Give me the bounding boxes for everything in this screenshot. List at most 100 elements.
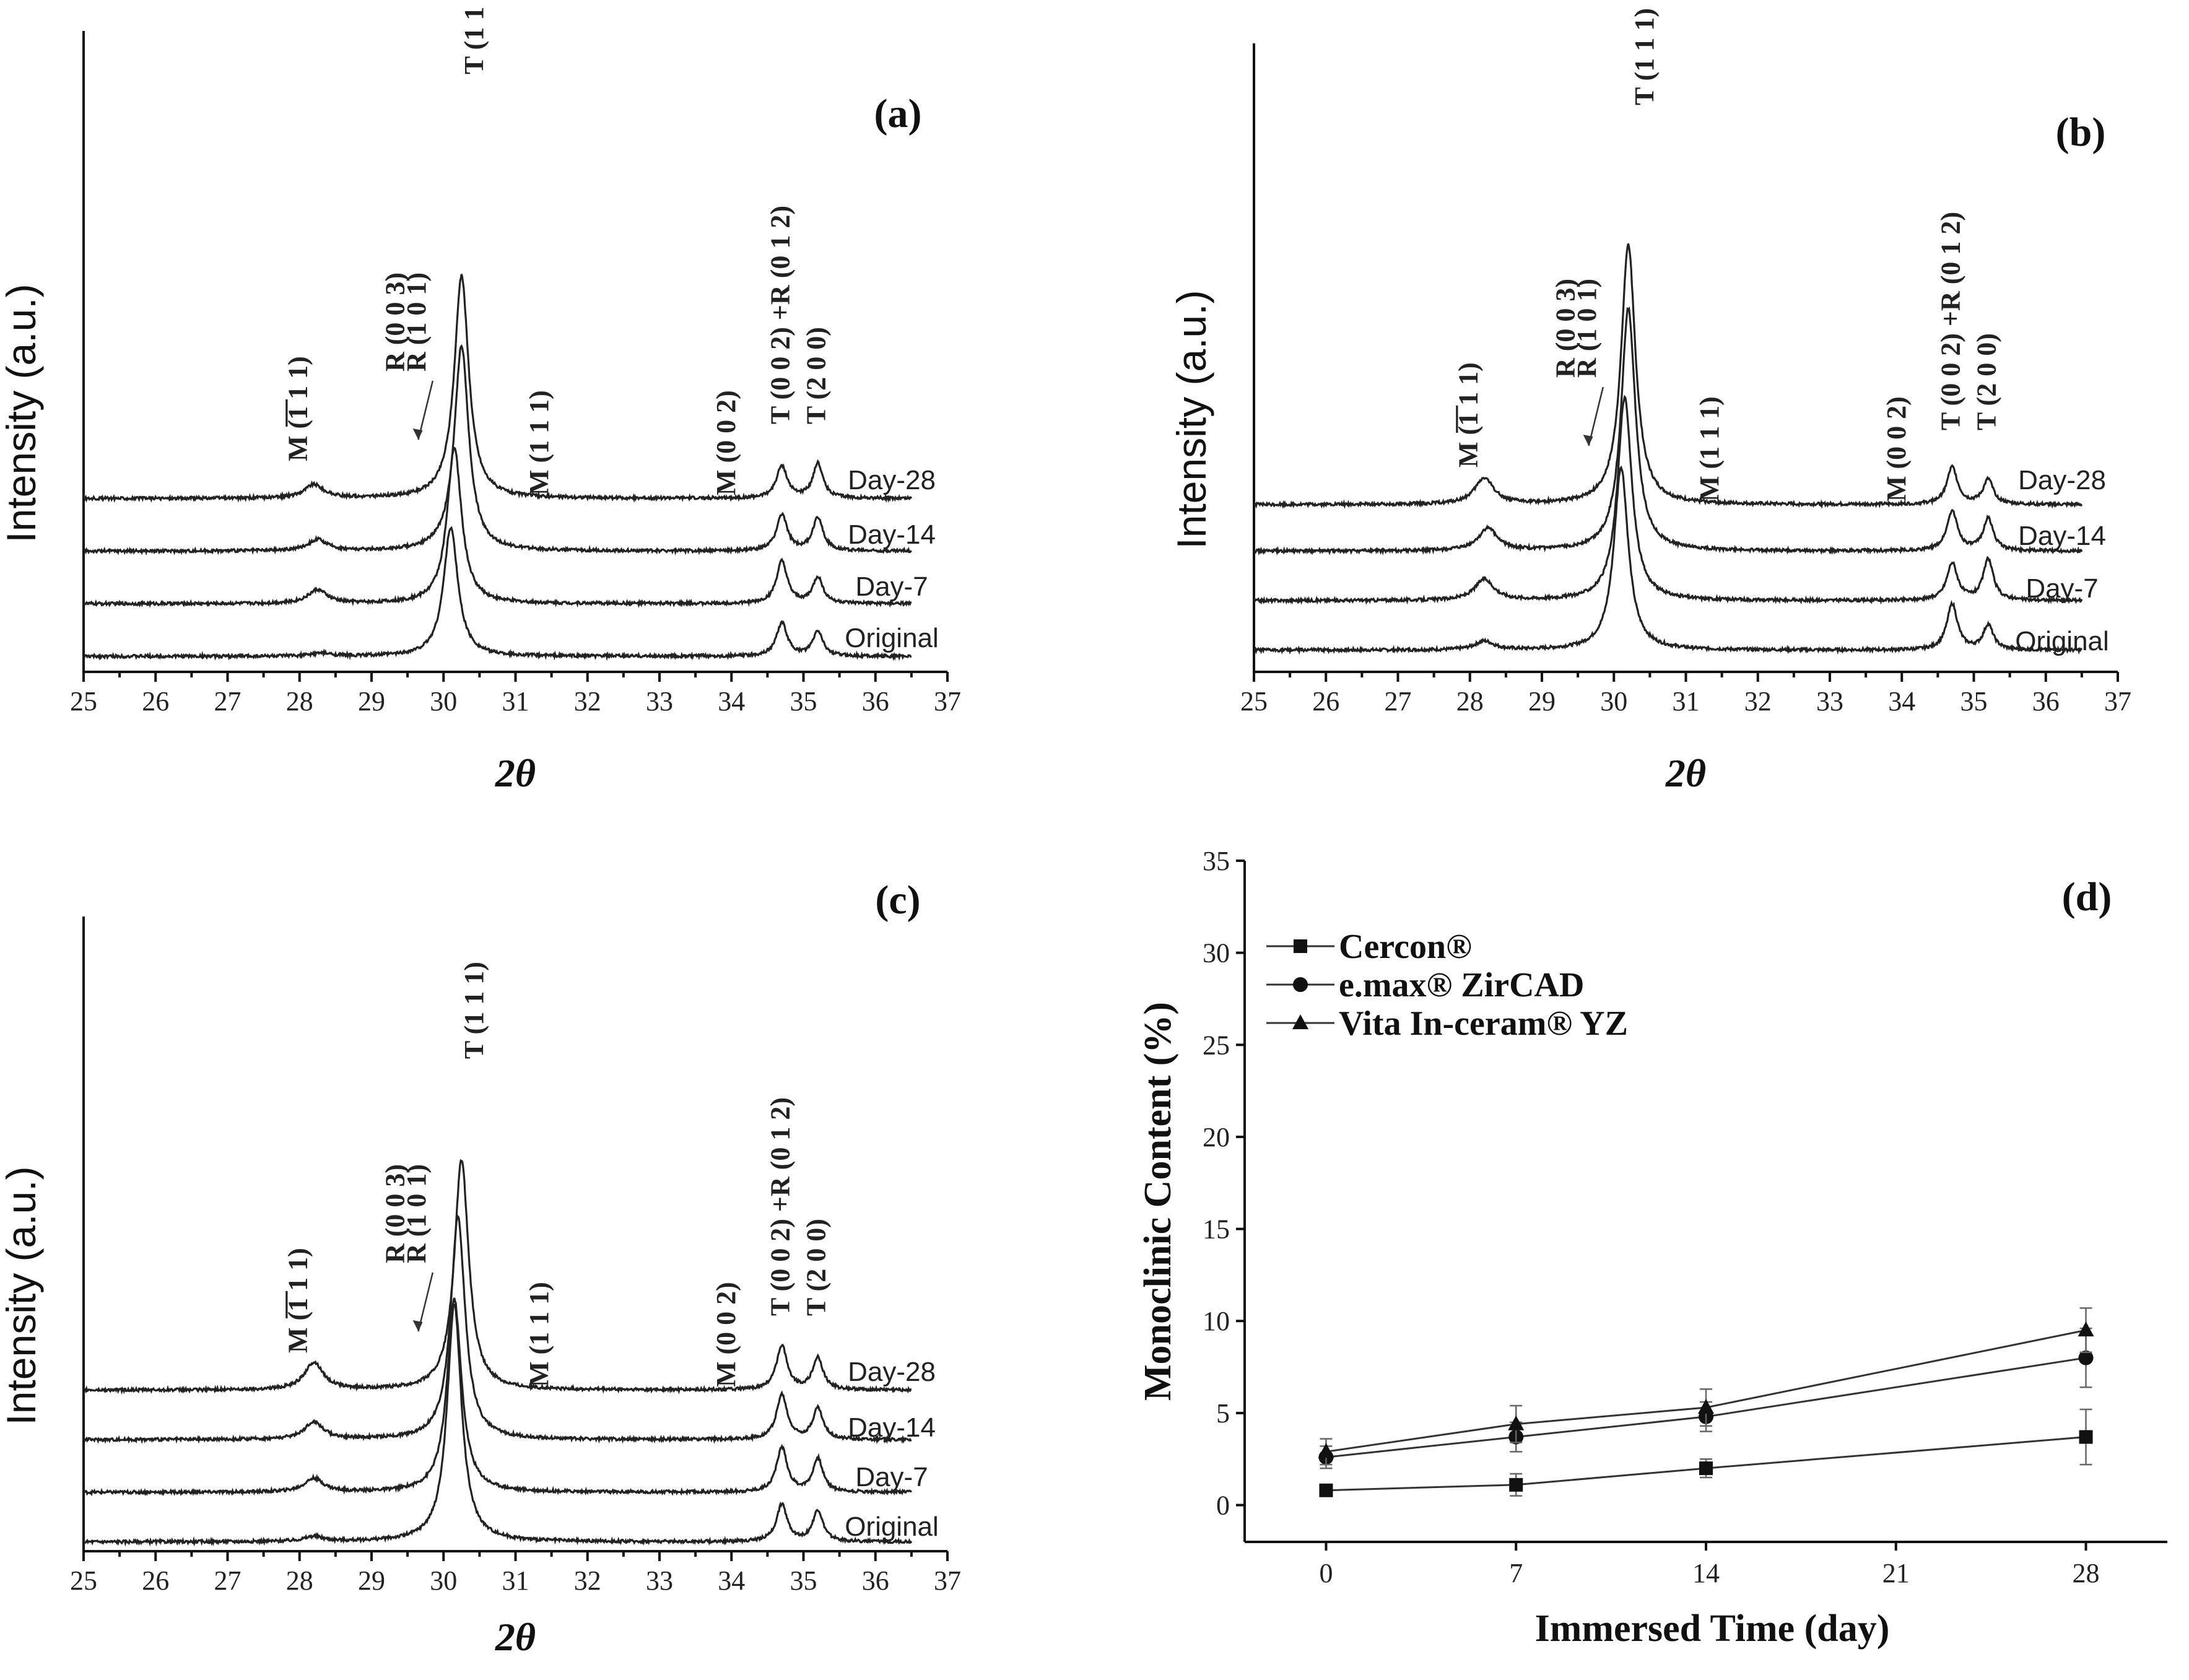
peak-annotation: M (0 0 2): [711, 1282, 741, 1387]
x-tick-label: 28: [1456, 686, 1484, 716]
monoclinic-panel-d: 0 5 10 15 20 25 30 35 0 7 14 21 28 Monoclinic Content…: [1137, 846, 2167, 1650]
peak-annotation: M (1 1 1): [524, 390, 554, 495]
series-line: [1326, 1357, 2086, 1458]
curve-label: Day-28: [848, 465, 936, 495]
x-tick-label: 30: [1600, 686, 1627, 716]
x-tick-label: 21: [1882, 1558, 1910, 1588]
curve-day-28: [83, 1159, 912, 1395]
data-point: [1698, 1398, 1714, 1414]
x-tick-label: 35: [790, 1565, 817, 1596]
curve-label: Original: [845, 1512, 939, 1542]
x-tick-label: 34: [718, 1565, 745, 1596]
arrow-line: [417, 1272, 434, 1332]
curve-label: Original: [845, 623, 939, 653]
x-tick-label: 28: [286, 686, 313, 716]
peak-annotation: T (2 0 0): [801, 327, 831, 424]
x-tick-label: 14: [1692, 1558, 1720, 1588]
x-axis-label: Immersed Time (day): [1535, 1608, 1890, 1650]
panel-label: (b): [2056, 110, 2106, 155]
x-tick-label: 37: [2104, 686, 2131, 716]
peak-annotation: T (0 0 2) +R (0 1 2): [765, 206, 795, 424]
y-tick-label: 20: [1203, 1122, 1230, 1152]
curve-original: [1253, 465, 2083, 655]
arrow-line: [417, 380, 434, 440]
data-point: [1699, 1461, 1713, 1476]
x-axis-label: 2θ: [495, 1615, 536, 1659]
arrow-head: [412, 1320, 423, 1331]
peak-annotation: M (0 0 2): [1881, 396, 1912, 502]
x-tick-label: 25: [70, 686, 97, 716]
y-tick-label: 30: [1203, 938, 1230, 968]
x-tick-label: 35: [1961, 686, 1988, 716]
x-tick-label: 35: [790, 686, 817, 716]
peak-annotation: M (̅1̅ 1 1): [282, 1248, 313, 1353]
panel-label: (a): [874, 91, 922, 136]
data-point: [1318, 1443, 1334, 1458]
curve-day-28: [82, 274, 913, 503]
xrd-panel-b: 25 26 27 28 29 30 31 32 33 34 35 36 37 Intensity (a.u…: [1168, 8, 2131, 795]
y-axis-label: Intensity (a.u.): [0, 284, 44, 542]
x-tick-label: 34: [1888, 686, 1915, 716]
x-tick-label: 27: [214, 1565, 242, 1596]
x-tick-label: 30: [430, 686, 457, 716]
peak-annotation: T (0 0 2) +R (0 1 2): [1935, 212, 1965, 430]
y-axis-label: Intensity (a.u.): [1168, 290, 1214, 549]
panel-label: (d): [2062, 874, 2112, 920]
x-tick-label: 29: [1528, 686, 1556, 716]
x-tick-label: 27: [1385, 686, 1412, 716]
x-tick-label: 32: [574, 1565, 601, 1596]
peak-annotation: T (0 0 2) +R (0 1 2): [765, 1097, 795, 1316]
x-tick-label: 28: [286, 1565, 313, 1596]
x-tick-label: 26: [142, 1565, 169, 1596]
series-triangle: [1318, 1307, 2094, 1466]
curve-label: Day-7: [2026, 573, 2098, 604]
arrow-head: [1583, 435, 1593, 446]
x-tick-label: 36: [862, 686, 889, 716]
xrd-panel-c: 25 26 27 28 29 30 31 32 33 34 35 36 37 Intensity (a.u…: [0, 877, 961, 1659]
x-tick-label: 37: [934, 1565, 961, 1596]
x-axis-label: 2θ: [1665, 751, 1706, 795]
legend-marker: [1293, 977, 1308, 992]
x-tick-label: 34: [718, 686, 745, 716]
arrow-head: [412, 429, 423, 440]
peak-annotation: M (1 1 1): [524, 1282, 554, 1387]
peak-annotation: T (1 1 1): [1629, 8, 1660, 105]
peak-annotation: T (2 0 0): [801, 1219, 831, 1316]
panel-label: (c): [875, 877, 920, 923]
x-tick-label: 31: [1673, 686, 1700, 716]
y-tick-label: 10: [1203, 1306, 1230, 1336]
x-tick-label: 30: [430, 1565, 457, 1596]
x-tick-label: 25: [70, 1565, 97, 1596]
peak-annotation: R (1 0 1): [401, 272, 432, 372]
series-square: [1319, 1408, 2093, 1497]
peak-annotation: R (0 0 3): [380, 1164, 410, 1263]
legend-marker: [1292, 1014, 1308, 1029]
y-tick-label: 25: [1203, 1030, 1230, 1060]
data-point: [1508, 1415, 1525, 1430]
x-tick-label: 36: [2032, 686, 2060, 716]
series-line: [1326, 1329, 2086, 1453]
curve-label: Day-7: [855, 1462, 928, 1492]
x-tick-label: 26: [1312, 686, 1339, 716]
curve-day-14: [83, 344, 912, 556]
x-tick-label: 26: [142, 686, 169, 716]
x-tick-label: 36: [862, 1565, 889, 1596]
curve-label: Day-28: [2018, 465, 2106, 495]
curve-day-7: [1253, 394, 2083, 606]
x-tick-label: 33: [1816, 686, 1843, 716]
xrd-panel-a: 25 26 27 28 29 30 31 32 33 34 35 36 37 Intensity (a.u…: [0, 0, 961, 795]
peak-annotation: T (1 1 1): [459, 0, 489, 74]
curve-day-14: [82, 1214, 912, 1445]
peak-annotation: R (1 0 1): [401, 1164, 432, 1263]
y-tick-label: 15: [1203, 1214, 1230, 1245]
curve-day-7: [83, 1297, 913, 1497]
legend-label: Vita In-ceram® YZ: [1339, 1004, 1628, 1043]
data-point: [2078, 1321, 2094, 1337]
x-axis-label: 2θ: [495, 751, 536, 795]
legend-label: e.max® ZirCAD: [1339, 966, 1584, 1004]
y-tick-label: 0: [1216, 1491, 1230, 1521]
x-tick-label: 29: [358, 686, 385, 716]
x-tick-label: 32: [1744, 686, 1772, 716]
